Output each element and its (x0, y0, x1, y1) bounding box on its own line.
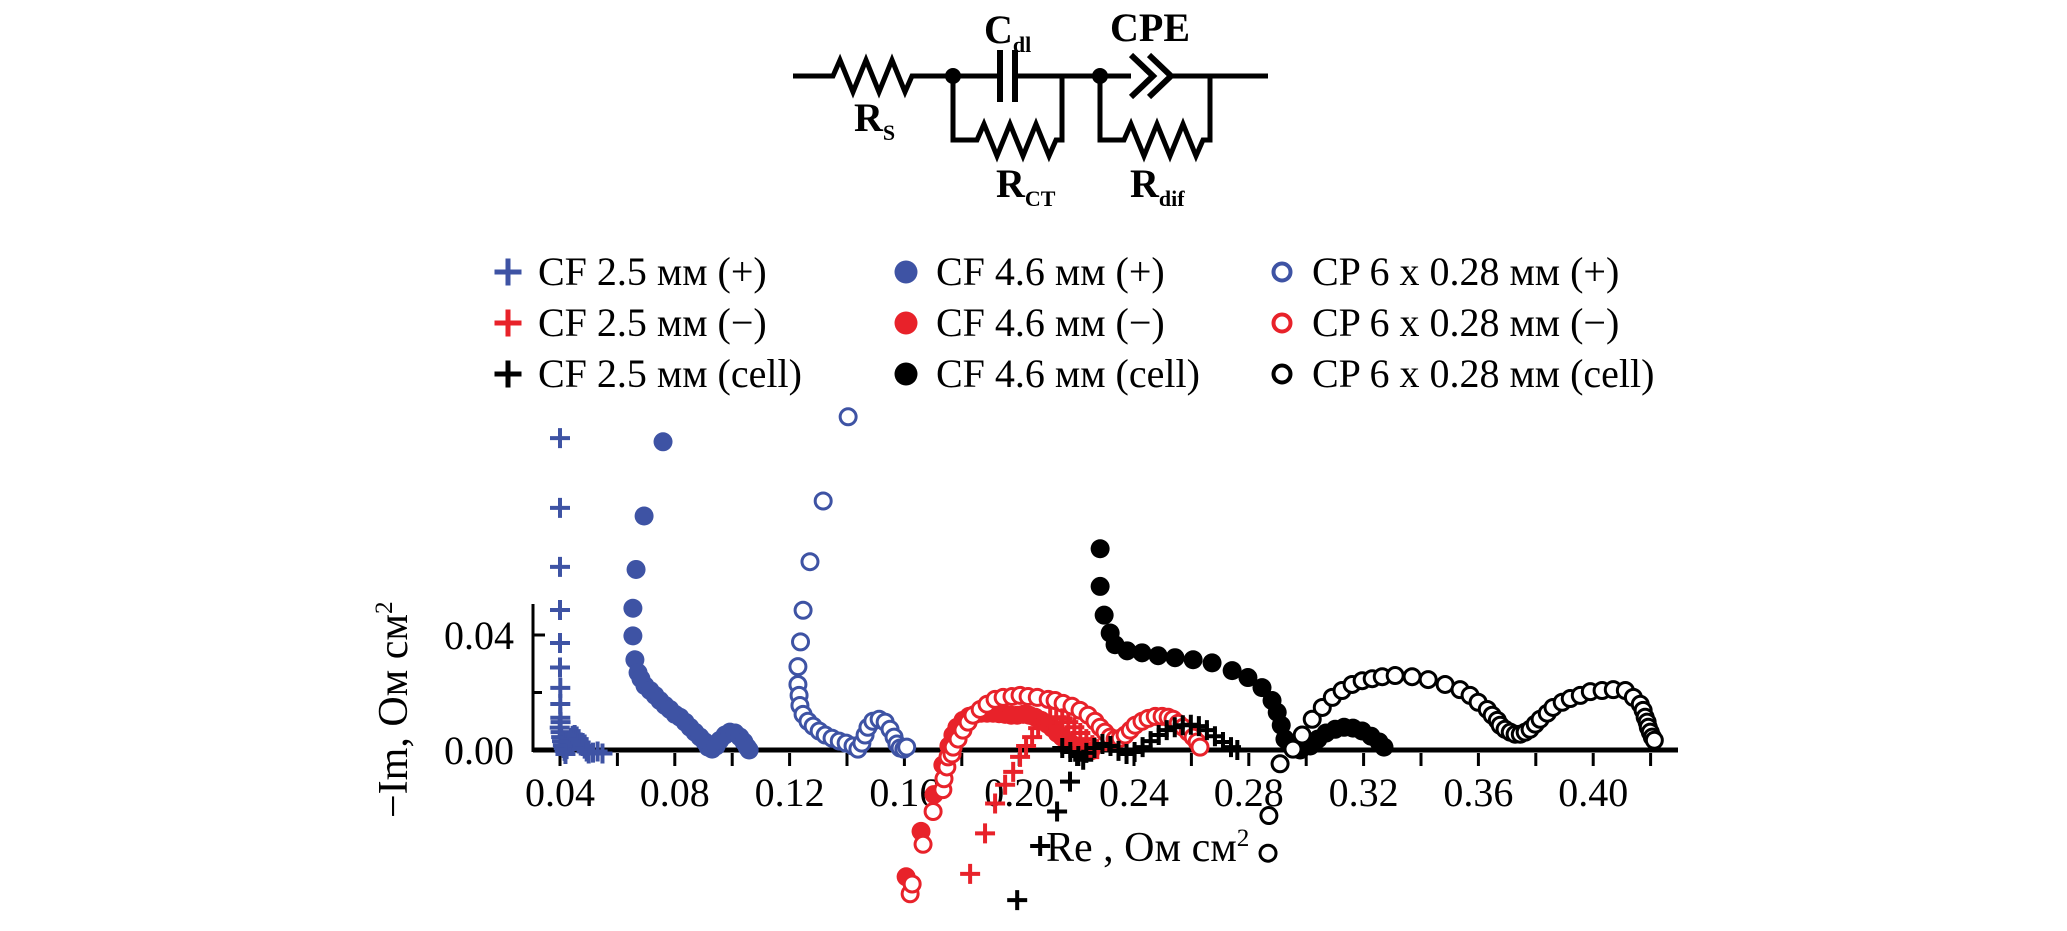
y-axis-title: −Im, Ом см2 (371, 601, 417, 818)
series-CF 2.5 мм (+) (549, 428, 613, 765)
legend-label: CF 4.6 мм (cell) (936, 351, 1200, 396)
svg-text:0.00: 0.00 (444, 728, 514, 773)
legend-item-cf25-neg: CF 2.5 мм (−) (488, 297, 802, 348)
legend-label: CP 6 x 0.28 мм (cell) (1312, 351, 1655, 396)
y-axis-title-sup: 2 (371, 601, 398, 615)
legend-column-2: CF 4.6 мм (+) CF 4.6 мм (−) CF 4.6 мм (c… (886, 246, 1200, 399)
svg-text:0.04: 0.04 (525, 770, 595, 815)
resistor-rdif-icon (1097, 76, 1213, 163)
x-axis-title: Re , Ом см2 (1046, 825, 1250, 871)
legend-label: CP 6 x 0.28 мм (+) (1312, 249, 1620, 294)
legend-item-cp6-cell: CP 6 x 0.28 мм (cell) (1262, 348, 1654, 399)
svg-text:0.04: 0.04 (444, 613, 514, 658)
series-CF 4.6 мм (+) (623, 432, 759, 760)
legend-label: CP 6 x 0.28 мм (−) (1312, 300, 1620, 345)
legend-item-cp6-pos: CP 6 x 0.28 мм (+) (1262, 246, 1654, 297)
legend-label: CF 2.5 мм (cell) (538, 351, 802, 396)
label-rs-sub: S (882, 120, 896, 145)
label-rdif: Rdif (1130, 161, 1185, 211)
label-cpe: CPE (1110, 5, 1190, 50)
legend-column-1: CF 2.5 мм (+) CF 2.5 мм (−) CF 2.5 мм (c… (488, 246, 802, 399)
svg-text:0.32: 0.32 (1329, 770, 1399, 815)
svg-text:0.24: 0.24 (1099, 770, 1169, 815)
legend-label: CF 2.5 мм (+) (538, 249, 767, 294)
svg-text:0.08: 0.08 (640, 770, 710, 815)
legend-item-cf46-neg: CF 4.6 мм (−) (886, 297, 1200, 348)
svg-text:0.12: 0.12 (755, 770, 825, 815)
legend-item-cp6-neg: CP 6 x 0.28 мм (−) (1262, 297, 1654, 348)
label-rct: RCT (996, 161, 1056, 211)
series-CP 6 x 0.28 мм (+) (788, 407, 917, 759)
label-cdl: Cdl (984, 7, 1032, 57)
capacitor-cdl-icon (997, 50, 1018, 102)
label-rs: RS (854, 95, 896, 145)
svg-text:0.36: 0.36 (1443, 770, 1513, 815)
legend-label: CF 4.6 мм (−) (936, 300, 1165, 345)
resistor-rs-icon (793, 53, 953, 99)
legend-item-cf25-cell: CF 2.5 мм (cell) (488, 348, 802, 399)
x-axis-title-sup: 2 (1236, 825, 1250, 852)
label-cdl-sub: dl (1012, 32, 1032, 57)
series-CP 6 x 0.28 мм (cell) (1258, 666, 1664, 863)
svg-text:0.40: 0.40 (1558, 770, 1628, 815)
circuit-node-icon (945, 68, 961, 84)
label-rct-sub: CT (1024, 186, 1056, 211)
circuit-node-icon (1092, 68, 1108, 84)
legend-item-cf25-pos: CF 2.5 мм (+) (488, 246, 802, 297)
legend-label: CF 2.5 мм (−) (538, 300, 767, 345)
legend-item-cf46-cell: CF 4.6 мм (cell) (886, 348, 1200, 399)
legend-item-cf46-pos: CF 4.6 мм (+) (886, 246, 1200, 297)
resistor-rct-icon (950, 76, 1065, 163)
legend-column-3: CP 6 x 0.28 мм (+) CP 6 x 0.28 мм (−) CP… (1262, 246, 1654, 399)
label-rdif-sub: dif (1158, 186, 1185, 211)
series-CF 2.5 мм (cell) (1007, 714, 1248, 911)
cpe-icon (1128, 52, 1176, 100)
legend-label: CF 4.6 мм (+) (936, 249, 1165, 294)
